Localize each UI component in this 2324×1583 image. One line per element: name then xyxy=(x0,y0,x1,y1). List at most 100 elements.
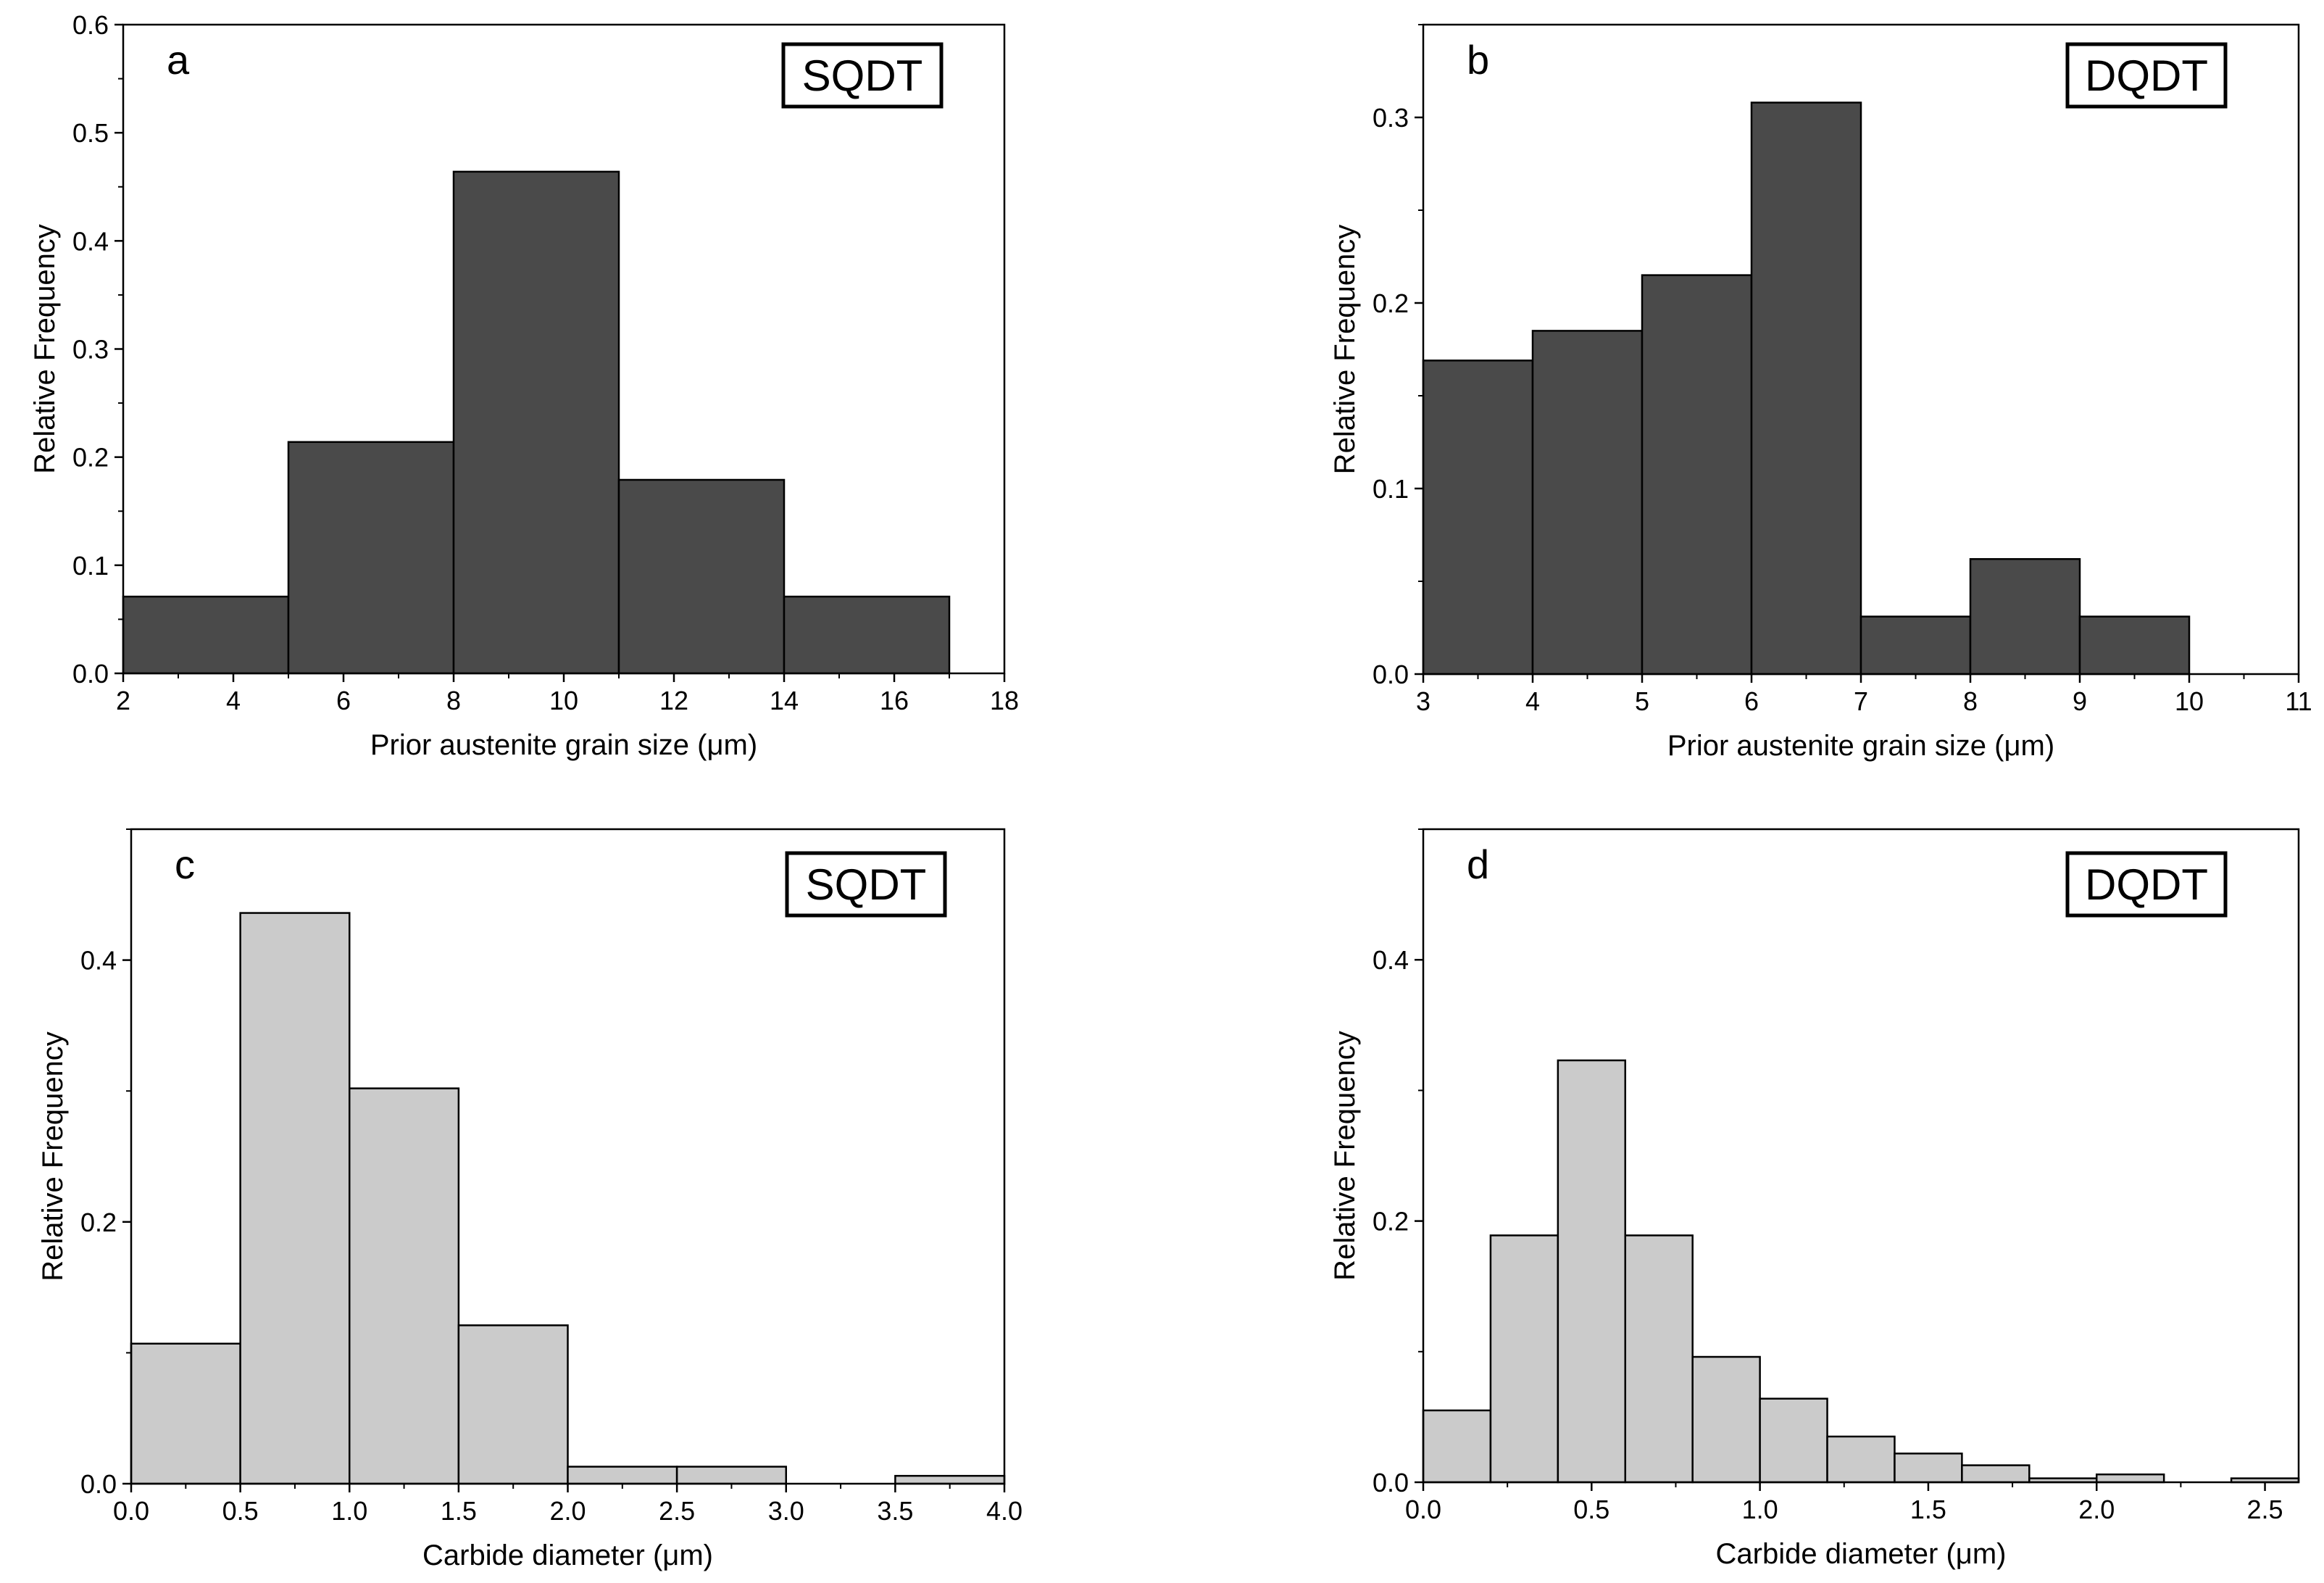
bar-c-4 xyxy=(567,1466,678,1485)
x-tick-label-a-7: 16 xyxy=(880,686,909,715)
bar-d-7 xyxy=(1894,1453,1963,1484)
x-tick-label-a-1: 4 xyxy=(226,686,241,715)
x-tick-label-d-2: 1.0 xyxy=(1742,1495,1778,1524)
bar-c-0 xyxy=(130,1342,241,1485)
bar-b-1 xyxy=(1531,330,1644,676)
bar-b-5 xyxy=(1969,558,2081,676)
condition-tag-box-d xyxy=(2065,851,2228,918)
x-tick-label-c-3: 1.5 xyxy=(441,1496,477,1526)
x-tick-label-b-6: 9 xyxy=(2073,686,2087,716)
x-axis-label-a: Prior austenite grain size (μm) xyxy=(370,729,757,761)
x-tick-label-a-0: 2 xyxy=(116,686,130,715)
x-tick-label-b-5: 8 xyxy=(1963,686,1978,716)
y-tick-label-a-1: 0.1 xyxy=(72,551,109,581)
y-axis-label-b: Relative Frequency xyxy=(1329,225,1361,475)
y-tick-label-b-1: 0.1 xyxy=(1373,474,1409,504)
bar-c-7 xyxy=(894,1474,1006,1485)
x-tick-label-b-2: 5 xyxy=(1635,686,1649,716)
bar-b-6 xyxy=(2078,615,2191,676)
x-axis-label-b: Prior austenite grain size (μm) xyxy=(1667,730,2054,762)
bar-b-0 xyxy=(1422,360,1534,676)
x-tick-label-a-6: 14 xyxy=(770,686,799,715)
x-tick-label-a-4: 10 xyxy=(549,686,578,715)
bar-d-0 xyxy=(1422,1409,1492,1484)
x-tick-label-c-1: 0.5 xyxy=(222,1496,259,1526)
panel-c: 0.0 0.5 1.0 1.5 2.0 2.5 3.0 3.5 4.0 0.0 0.2 0.4 Carb… xyxy=(37,828,1023,1571)
x-tick-label-d-4: 2.0 xyxy=(2078,1495,2115,1524)
x-tick-label-a-8: 18 xyxy=(990,686,1019,715)
condition-tag-c: SQDT xyxy=(806,860,927,909)
bar-d-3 xyxy=(1624,1234,1694,1484)
x-tick-label-c-5: 2.5 xyxy=(659,1496,695,1526)
y-tick-label-d-1: 0.2 xyxy=(1373,1207,1409,1237)
bar-a-4 xyxy=(783,595,951,675)
y-tick-label-a-4: 0.4 xyxy=(72,226,109,256)
x-tick-label-d-3: 1.5 xyxy=(1910,1495,1946,1524)
bar-b-2 xyxy=(1641,274,1753,676)
y-tick-label-d-2: 0.4 xyxy=(1373,945,1409,975)
bar-b-3 xyxy=(1750,101,1862,676)
x-tick-label-c-8: 4.0 xyxy=(986,1496,1023,1526)
x-tick-label-c-7: 3.5 xyxy=(877,1496,913,1526)
bar-c-5 xyxy=(675,1466,787,1485)
bar-d-1 xyxy=(1489,1234,1559,1484)
panel-letter-a: a xyxy=(167,37,190,83)
bar-d-2 xyxy=(1557,1059,1627,1484)
y-tick-label-a-0: 0.0 xyxy=(72,659,109,689)
bar-d-10 xyxy=(2095,1473,2165,1484)
bar-c-3 xyxy=(457,1324,569,1485)
x-tick-label-b-3: 6 xyxy=(1744,686,1759,716)
bar-b-4 xyxy=(1859,615,1972,676)
x-tick-label-c-4: 2.0 xyxy=(549,1496,586,1526)
y-tick-label-b-2: 0.2 xyxy=(1373,288,1409,318)
bar-d-5 xyxy=(1759,1397,1828,1484)
bar-d-8 xyxy=(1961,1464,2031,1484)
x-tick-label-a-2: 6 xyxy=(336,686,351,715)
x-tick-label-a-5: 12 xyxy=(659,686,688,715)
y-tick-label-b-3: 0.3 xyxy=(1373,103,1409,133)
x-tick-label-d-0: 0.0 xyxy=(1405,1495,1441,1524)
y-tick-label-b-0: 0.0 xyxy=(1373,660,1409,689)
x-tick-label-b-7: 10 xyxy=(2175,686,2204,716)
condition-tag-box-a xyxy=(781,42,944,109)
bar-a-3 xyxy=(617,478,786,675)
condition-tag-d: DQDT xyxy=(2085,860,2208,909)
y-tick-label-c-2: 0.4 xyxy=(80,946,117,976)
y-tick-label-c-0: 0.0 xyxy=(80,1469,117,1499)
condition-tag-a: SQDT xyxy=(802,51,923,100)
bar-c-1 xyxy=(239,912,351,1485)
y-axis-label-d: Relative Frequency xyxy=(1329,1031,1361,1281)
condition-tag-b: DQDT xyxy=(2085,51,2208,100)
plot-frame-d xyxy=(1422,828,2300,1484)
x-axis-label-c: Carbide diameter (μm) xyxy=(422,1540,713,1571)
x-tick-label-d-5: 2.5 xyxy=(2247,1495,2283,1524)
bar-a-0 xyxy=(122,595,290,675)
bar-a-1 xyxy=(287,441,455,675)
panel-letter-c: c xyxy=(175,842,195,887)
x-axis-label-d: Carbide diameter (μm) xyxy=(1716,1538,2007,1570)
panel-letter-b: b xyxy=(1467,37,1489,83)
bar-c-2 xyxy=(349,1087,460,1485)
bar-a-2 xyxy=(452,170,620,675)
x-tick-label-b-8: 11 xyxy=(2285,686,2312,716)
y-tick-label-a-6: 0.6 xyxy=(72,10,109,40)
y-tick-label-a-3: 0.3 xyxy=(72,335,109,365)
condition-tag-box-b xyxy=(2065,42,2228,109)
x-tick-label-c-6: 3.0 xyxy=(768,1496,804,1526)
y-axis-label-c: Relative Frequency xyxy=(37,1031,69,1281)
x-tick-label-b-0: 3 xyxy=(1416,686,1430,716)
y-tick-label-c-1: 0.2 xyxy=(80,1208,117,1237)
x-tick-label-b-4: 7 xyxy=(1854,686,1868,716)
x-tick-label-a-3: 8 xyxy=(446,686,461,715)
condition-tag-box-c xyxy=(785,851,947,918)
panel-d: 0.0 0.5 1.0 1.5 2.0 2.5 0.0 0.2 0.4 Carbide diame… xyxy=(1329,828,2300,1570)
y-tick-label-d-0: 0.0 xyxy=(1373,1468,1409,1497)
bar-d-6 xyxy=(1826,1435,1896,1484)
x-tick-label-b-1: 4 xyxy=(1525,686,1540,716)
y-tick-label-a-2: 0.2 xyxy=(72,443,109,473)
x-tick-label-c-2: 1.0 xyxy=(331,1496,367,1526)
bar-d-4 xyxy=(1691,1355,1761,1484)
x-tick-label-d-1: 0.5 xyxy=(1573,1495,1609,1524)
x-tick-label-c-0: 0.0 xyxy=(113,1496,149,1526)
